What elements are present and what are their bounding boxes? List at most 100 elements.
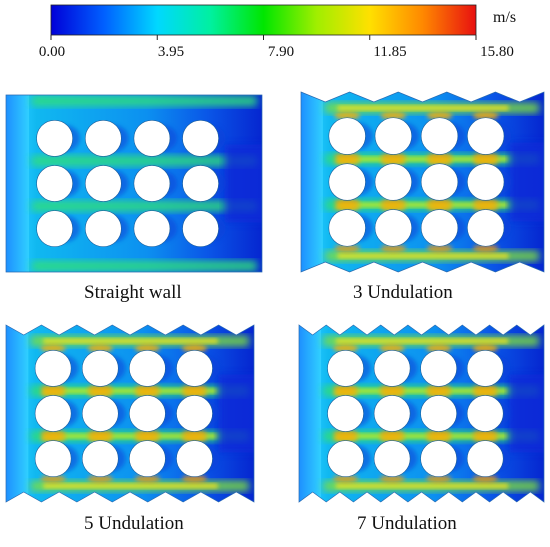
acceleration-zone	[134, 434, 160, 443]
acceleration-zone	[472, 434, 498, 443]
velocity-jet-core	[43, 433, 218, 439]
inlet-region	[299, 325, 322, 502]
channel-outline	[5, 324, 255, 503]
channel-outline	[298, 324, 545, 503]
acceleration-zone	[134, 344, 160, 353]
velocity-jet-core	[335, 483, 509, 489]
colorbar-tick-marks	[50, 35, 477, 40]
cylinder	[176, 395, 213, 432]
cylinder	[420, 350, 458, 387]
cylinder	[36, 165, 73, 202]
panel	[5, 94, 263, 273]
acceleration-zone	[472, 244, 499, 253]
cylinder	[374, 117, 412, 155]
acceleration-zone	[426, 244, 453, 253]
cylinder	[466, 350, 504, 387]
cylinder	[328, 209, 366, 247]
panel	[300, 91, 545, 273]
velocity-jet-core	[337, 156, 509, 162]
cylinder	[133, 120, 171, 157]
velocity-jet-core	[335, 433, 509, 439]
channel-outline	[5, 94, 263, 273]
cylinder	[129, 350, 166, 387]
flow-field	[6, 95, 262, 272]
velocity-jet	[31, 155, 257, 166]
velocity-jet-core	[337, 105, 509, 111]
acceleration-zone	[334, 244, 361, 253]
cylinder	[133, 210, 171, 247]
acceleration-zone	[87, 434, 113, 443]
colorbar-tick-label: 7.90	[267, 44, 295, 60]
cylinder	[373, 350, 411, 387]
cylinder	[467, 117, 505, 155]
panel	[5, 324, 255, 503]
panel	[298, 324, 545, 503]
wake-region	[224, 144, 262, 223]
cylinder	[176, 350, 213, 387]
acceleration-zone	[332, 474, 359, 483]
cylinder	[84, 120, 122, 157]
acceleration-zone	[380, 111, 407, 120]
cylinder	[328, 163, 366, 201]
cylinder	[182, 210, 219, 247]
cylinder	[81, 395, 119, 432]
acceleration-zone	[334, 111, 361, 120]
inlet-region	[301, 92, 323, 272]
acceleration-zone	[181, 434, 208, 443]
acceleration-zone	[40, 474, 66, 483]
acceleration-zone	[472, 111, 499, 120]
panels	[5, 91, 545, 503]
cylinder	[84, 165, 122, 202]
cylinder	[327, 350, 364, 387]
acceleration-zone	[426, 111, 453, 120]
panel-label-3-undulation: 3 Undulation	[353, 282, 453, 303]
channel-outline	[300, 91, 545, 273]
acceleration-zone	[472, 157, 499, 166]
cylinder	[34, 440, 72, 477]
velocity-jet-core	[335, 388, 509, 394]
velocity-jet	[31, 96, 257, 106]
cylinder	[81, 440, 119, 477]
acceleration-zone	[379, 389, 405, 398]
acceleration-zone	[40, 389, 66, 398]
acceleration-zone	[379, 474, 405, 483]
cylinder	[129, 440, 166, 477]
velocity-jet	[31, 201, 257, 212]
velocity-jet-core	[43, 388, 218, 394]
wake-region	[218, 374, 254, 453]
flow-field	[299, 325, 544, 502]
cylinder	[182, 165, 219, 202]
velocity-jet-core	[337, 253, 509, 259]
velocity-jet-core	[43, 483, 218, 489]
cylinder	[133, 165, 171, 202]
cylinder	[327, 440, 364, 477]
flow-field	[301, 92, 544, 272]
acceleration-zone	[426, 434, 452, 443]
acceleration-zone	[87, 344, 113, 353]
cylinder	[374, 209, 412, 247]
cylinder	[373, 440, 411, 477]
panel-label-7-undulation: 7 Undulation	[357, 513, 457, 534]
cylinder	[36, 120, 73, 157]
acceleration-zone	[334, 203, 361, 212]
cylinder	[327, 395, 364, 432]
colorbar-tick-label: 0.00	[38, 44, 66, 60]
acceleration-zone	[334, 157, 361, 166]
inlet-region	[6, 325, 29, 502]
colorbar-unit: m/s	[493, 9, 517, 26]
velocity-jet-core	[337, 202, 509, 208]
acceleration-zone	[380, 157, 407, 166]
acceleration-zone	[181, 474, 208, 483]
cylinder	[176, 440, 213, 477]
flow-field	[6, 325, 254, 502]
acceleration-zone	[472, 203, 499, 212]
acceleration-zone	[426, 344, 452, 353]
acceleration-zone	[426, 389, 452, 398]
wake-region	[509, 374, 544, 453]
cylinder	[129, 395, 166, 432]
cylinder	[34, 395, 72, 432]
acceleration-zone	[134, 474, 160, 483]
acceleration-zone	[181, 389, 208, 398]
acceleration-zone	[472, 344, 498, 353]
